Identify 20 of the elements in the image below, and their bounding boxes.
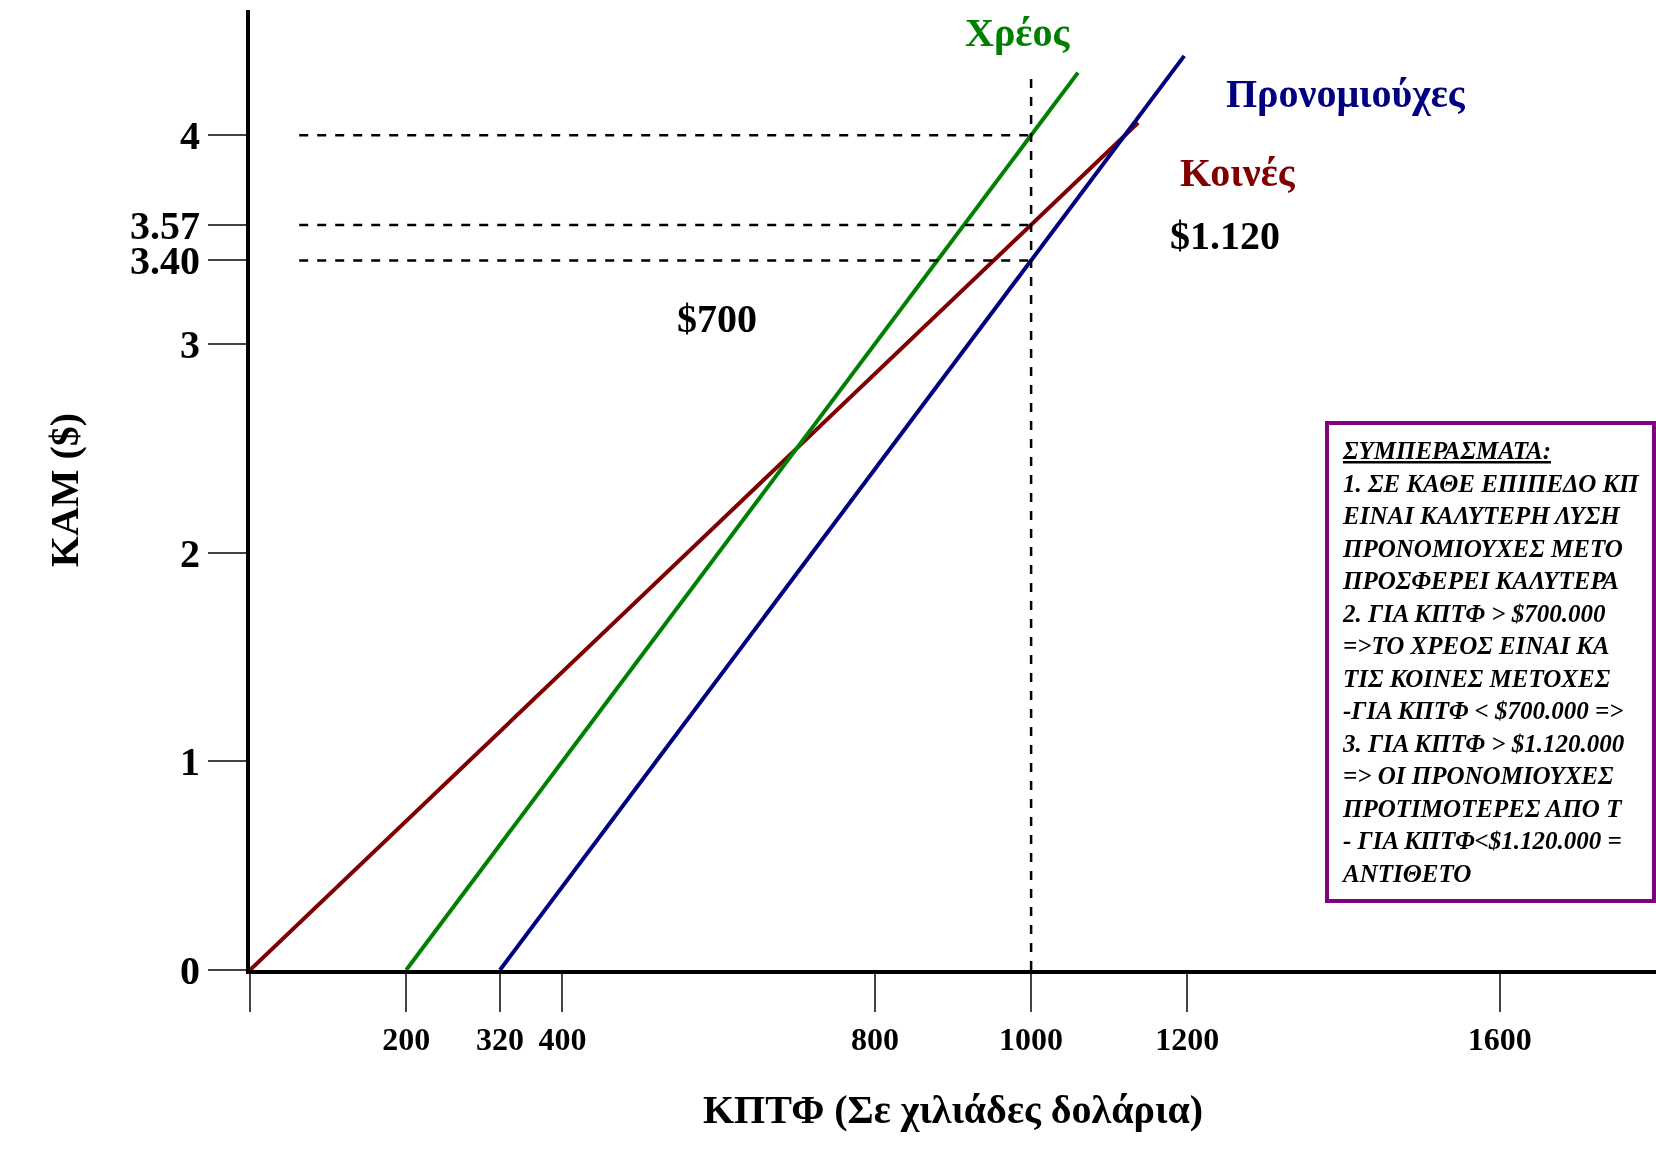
y-tick-label: 4 [180,113,200,159]
series-label: Χρέος [965,10,1071,55]
y-tick-label: 3 [180,321,200,367]
x-axis-title: ΚΠΤΦ (Σε χιλιάδες δολάρια) [702,1087,1204,1133]
series-label: Προνομιούχες [1226,71,1466,116]
x-tick-label: 200 [382,1021,431,1058]
x-tick-label: 400 [538,1021,587,1058]
x-tick-label: 800 [850,1021,899,1058]
series-label: Κοινές [1180,150,1296,195]
y-tick-label: 2 [180,530,200,576]
x-tick-label: 320 [475,1021,524,1058]
y-tick-label: 1 [180,739,200,785]
annotation: $1.120 [1170,213,1280,258]
x-tick-label: 1200 [1155,1021,1220,1058]
annotation: $700 [677,296,757,341]
text: ΣΥΜΠΕΡΑΣΜΑΤΑ: 1. ΣΕ ΚΑΘΕ ΕΠΙΠΕΔΟ ΚΠ ΕΙΝΑΙ ΚΑΛΥΤΕΡΗ ΛΥΣΗ ΠΡΟΝΟΜΙΟΥΧΕΣ ΜΕΤΟ ΠΡΟΣΦΕΡΕΙ ΚΑΛΥΤΕΡΑ 2. ΓΙΑ ΚΠΤΦ > $700.000 =>ΤΟ ΧΡΕΟΣ ΕΙΝΑΙ ΚΑ ΤΙΣ ΚΟΙΝΕΣ ΜΕΤΟΧΕΣ -ΓΙΑ ΚΠΤΦ < $700.000 => 3. ΓΙΑ ΚΠΤΦ > $1.120.000 => ΟΙ ΠΡΟΝΟΜΙΟΥΧΕΣ ΠΡΟΤΙΜΟΤΕΡΕΣ ΑΠΟ Τ - ΓΙΑ ΚΠΤΦ<$1.120.000 = ΑΝΤΙΘΕΤΟ [1343,437,1639,887]
x-tick-label: 1000 [999,1021,1064,1058]
x-tick-label: 1600 [1467,1021,1532,1058]
y-tick-label: 0 [180,948,200,993]
y-axis-title: ΚΑΜ ($) [42,412,87,568]
